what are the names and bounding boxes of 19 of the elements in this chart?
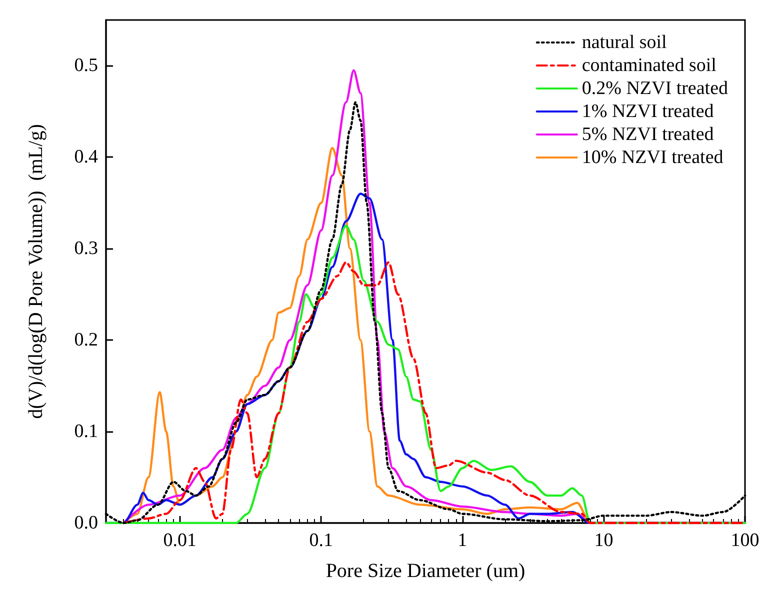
legend-label: 1% NZVI treated (582, 101, 714, 122)
y-tick-label: 0.5 (74, 55, 98, 76)
legend-label: 5% NZVI treated (582, 124, 714, 145)
x-tick-label: 0.01 (163, 530, 196, 551)
y-axis-title: d(V)/d(log(D Pore Volume)) (mL/g) (25, 124, 47, 419)
y-tick-label: 0.2 (74, 330, 98, 351)
legend-label: 10% NZVI treated (582, 147, 724, 168)
legend-label: natural soil (582, 32, 667, 53)
x-tick-label: 1 (458, 530, 468, 551)
y-tick-label: 0.4 (74, 146, 98, 168)
legend-label: 0.2% NZVI treated (582, 78, 728, 99)
legend-label: contaminated soil (582, 55, 716, 76)
x-axis-title: Pore Size Diameter (um) (326, 560, 526, 582)
y-tick-label: 0.0 (74, 512, 98, 534)
y-tick-label: 0.1 (74, 421, 98, 442)
x-tick-label: 100 (730, 530, 760, 551)
x-tick-label: 0.1 (309, 530, 334, 551)
x-tick-label: 10 (594, 530, 614, 551)
y-tick-label: 0.3 (74, 238, 98, 260)
